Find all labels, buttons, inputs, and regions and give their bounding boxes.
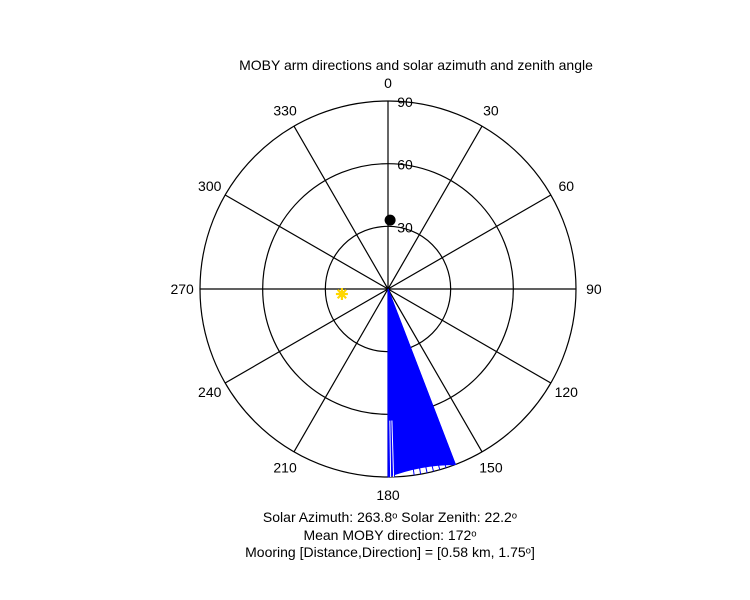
moby-arm-line-8: [387, 288, 441, 470]
angle-tick-label-30: 30: [483, 103, 499, 119]
angle-tick-label-210: 210: [273, 459, 297, 475]
angle-tick-label-90: 90: [586, 281, 602, 297]
sun-marker: [338, 290, 346, 298]
angle-tick-label-150: 150: [479, 459, 503, 475]
angle-tick-label-300: 300: [198, 178, 222, 194]
angle-tick-label-120: 120: [555, 384, 579, 400]
moby-streak-1: [391, 420, 395, 477]
radial-tick-label-30: 30: [397, 219, 413, 235]
chart-title: MOBY arm directions and solar azimuth an…: [239, 57, 593, 73]
radial-tick-label-90: 90: [397, 94, 413, 110]
moby-arm-line-11: [387, 288, 456, 465]
radial-tick-label-60: 60: [397, 157, 413, 173]
moby-arm-line-9: [387, 288, 447, 468]
moby-arm-line-1: [387, 288, 392, 477]
moby-arm-line-6: [387, 288, 428, 473]
moby-streak-0: [389, 420, 392, 477]
caption-moby-direction: Mean MOBY direction: 172ᵒ: [303, 527, 477, 543]
angle-tick-label-180: 180: [376, 487, 400, 503]
angle-tick-label-60: 60: [558, 178, 574, 194]
angle-tick-label-270: 270: [170, 281, 194, 297]
moby-arm-line-4: [387, 288, 415, 476]
moby-arm-line-10: [387, 288, 453, 466]
angle-tick-label-330: 330: [273, 103, 297, 119]
tick-labels: 0 30 60 90 120 150 180 210 240 270 300 330 30 60 90: [170, 75, 601, 503]
caption-mooring: Mooring [Distance,Direction] = [0.58 km,…: [245, 544, 535, 560]
caption-solar: Solar Azimuth: 263.8ᵒ Solar Zenith: 22.2…: [262, 509, 518, 525]
angle-tick-label-240: 240: [198, 384, 222, 400]
moby-arm-line-7: [387, 288, 434, 472]
moby-arm-line-5: [387, 288, 422, 475]
mooring-marker: [384, 214, 396, 226]
moby-arm-fan: [387, 288, 457, 478]
moby-arm-line-0: [387, 288, 396, 477]
angle-tick-label-0: 0: [384, 75, 392, 91]
markers: [335, 214, 396, 301]
